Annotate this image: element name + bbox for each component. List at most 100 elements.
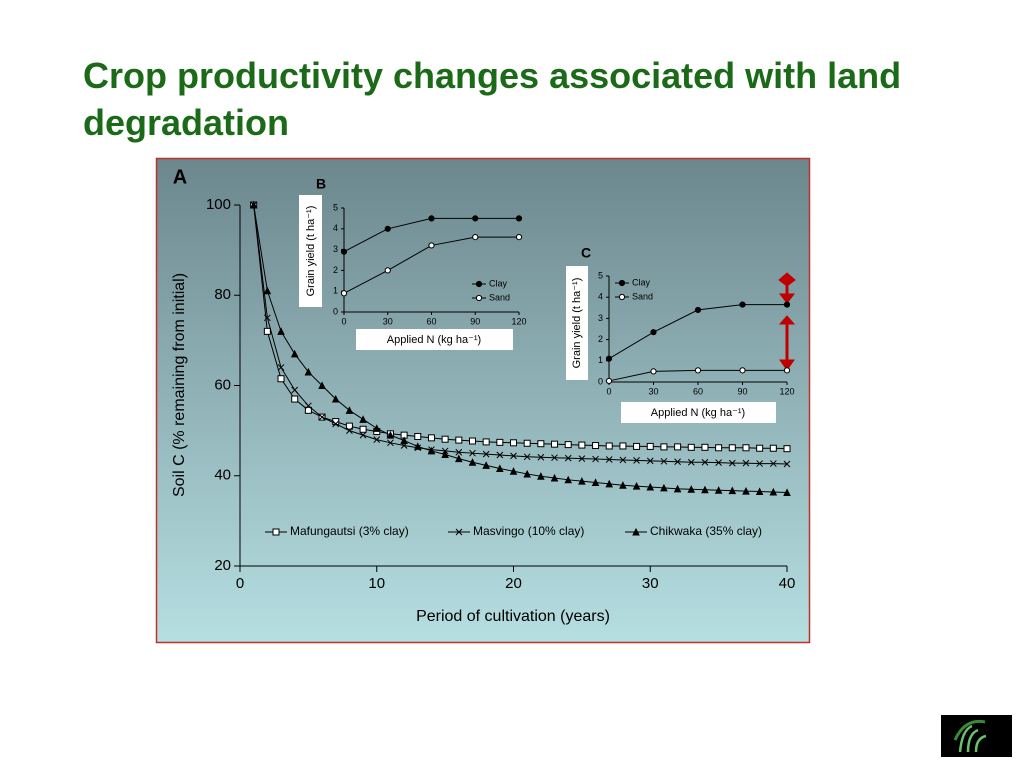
marker: [674, 443, 682, 451]
marker: [701, 458, 709, 466]
marker: [441, 450, 449, 459]
label-box: [356, 329, 513, 350]
marker: [263, 314, 271, 322]
marker: [551, 440, 559, 448]
y-tick-label: 0: [598, 376, 603, 386]
x-tick-label: 30: [648, 387, 658, 397]
series-line: [253, 204, 788, 465]
marker: [769, 444, 777, 452]
y-tick-label: 4: [598, 292, 603, 302]
marker: [249, 200, 258, 209]
marker: [427, 446, 436, 455]
marker: [496, 464, 504, 473]
slide-title: Crop productivity changes associated wit…: [83, 55, 902, 143]
marker: [769, 487, 778, 496]
x-tick-label: 0: [236, 575, 244, 592]
marker: [687, 458, 695, 466]
marker: [537, 440, 545, 448]
label-box: [566, 266, 588, 380]
legend-label: Clay: [632, 277, 651, 287]
marker: [345, 422, 353, 430]
marker: [427, 434, 435, 442]
marker: [340, 290, 348, 297]
legend-label: Sand: [632, 291, 653, 301]
marker: [714, 486, 723, 494]
marker: [728, 459, 736, 467]
marker: [277, 375, 285, 383]
legend-label: Clay: [489, 278, 508, 288]
marker: [633, 442, 641, 450]
marker: [564, 475, 573, 484]
marker: [619, 481, 627, 489]
marker: [509, 467, 518, 475]
marker: [605, 442, 613, 450]
y-tick-label: 5: [598, 270, 603, 280]
y-tick-label: 20: [214, 557, 231, 574]
label-box: [299, 195, 322, 307]
marker: [373, 436, 381, 444]
marker: [537, 472, 545, 480]
marker: [455, 448, 463, 456]
marker: [414, 432, 422, 440]
marker: [646, 482, 655, 491]
marker: [523, 439, 531, 447]
marker: [332, 420, 340, 428]
marker: [515, 215, 523, 222]
marker: [605, 377, 613, 385]
marker: [305, 402, 312, 410]
legend-label: Mafungautsi (3% clay): [290, 524, 409, 538]
marker: [263, 286, 272, 295]
marker: [291, 386, 299, 394]
x-tick-label: 0: [341, 317, 346, 327]
marker: [413, 442, 422, 450]
marker: [578, 477, 586, 485]
marker: [277, 364, 285, 371]
marker: [496, 438, 504, 446]
x-tick-label: 30: [642, 575, 659, 592]
y-axis-label: Grain yield (t ha⁻¹): [571, 278, 583, 369]
y-tick-label: 1: [598, 355, 603, 365]
marker: [372, 424, 381, 432]
panel-label: C: [581, 245, 591, 261]
series-line: [253, 204, 788, 450]
marker: [345, 406, 354, 414]
marker: [455, 436, 463, 444]
marker: [742, 486, 750, 495]
y-tick-label: 80: [214, 286, 231, 303]
marker: [715, 459, 722, 467]
marker: [687, 485, 696, 493]
marker: [769, 460, 777, 467]
marker: [469, 449, 476, 457]
marker: [783, 488, 791, 496]
x-tick-label: 120: [511, 317, 526, 327]
x-tick-label: 20: [505, 575, 522, 592]
marker: [510, 452, 517, 460]
marker: [482, 450, 490, 458]
x-tick-label: 90: [470, 317, 480, 327]
marker: [756, 460, 764, 467]
legend-label: Masvingo (10% clay): [473, 524, 584, 538]
marker: [660, 457, 668, 465]
marker: [515, 234, 523, 241]
marker: [428, 215, 435, 222]
x-axis-label: Applied N (kg ha⁻¹): [387, 334, 481, 346]
marker: [277, 327, 285, 335]
y-tick-label: 1: [333, 286, 338, 296]
marker: [673, 484, 682, 493]
marker: [783, 445, 791, 453]
marker: [564, 454, 572, 462]
legend-marker: [632, 527, 640, 536]
legend-marker: [618, 279, 626, 287]
x-tick-label: 10: [368, 575, 385, 592]
marker: [346, 427, 353, 434]
marker: [660, 443, 668, 451]
y-tick-label: 60: [214, 376, 231, 393]
marker: [263, 327, 271, 335]
marker: [332, 418, 340, 426]
marker: [578, 441, 586, 449]
marker: [715, 444, 723, 452]
legend-marker: [475, 294, 483, 302]
legend-label: Chikwaka (35% clay): [650, 524, 762, 538]
